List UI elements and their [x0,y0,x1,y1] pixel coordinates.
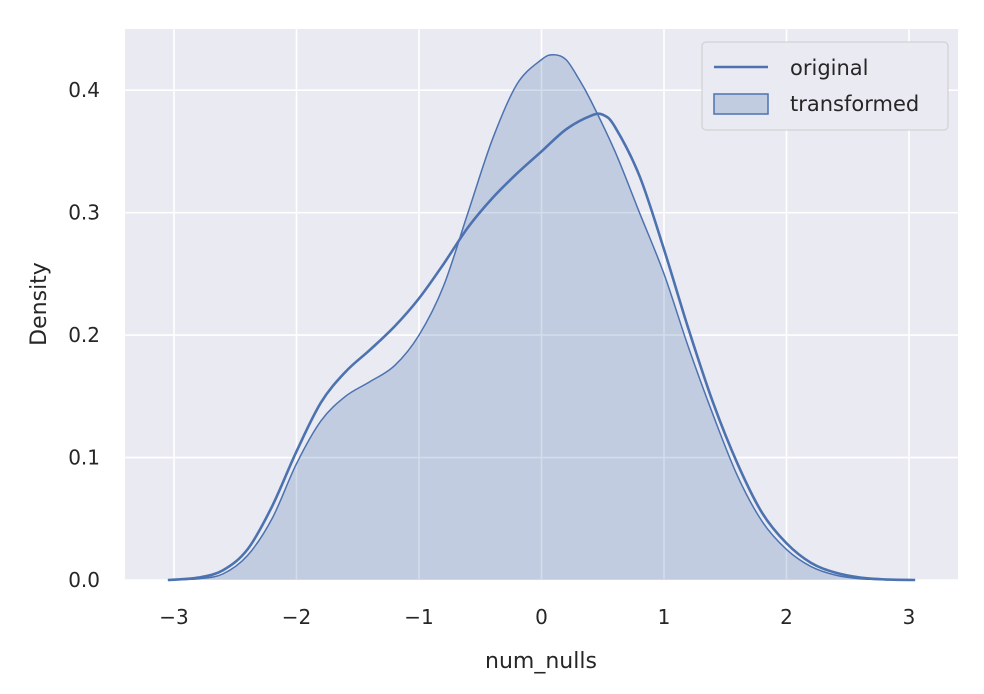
grid-lines [125,29,958,581]
x-tick-label: −1 [404,605,433,629]
series-transformed-outline [167,53,916,581]
x-tick-label: −3 [159,605,188,629]
x-tick-label: 3 [903,605,916,629]
y-tick-label: 0.3 [68,201,100,225]
y-axis-title: Density [27,262,52,346]
legend-transformed-swatch [713,93,769,115]
legend-frame [701,41,949,131]
y-tick-label: 0.4 [68,78,100,102]
axis-ticks: −3 −2 −1 0 1 2 3 0.0 0.1 0.2 0.3 0.4 [68,78,915,629]
series-layer [167,53,916,582]
y-tick-label: 0.0 [68,568,100,592]
legend-original-label: original [790,56,869,80]
x-axis-title: num_nulls [485,649,597,674]
x-tick-label: 0 [535,605,548,629]
legend: original transformed [701,41,949,131]
x-tick-label: −2 [282,605,311,629]
x-tick-label: 2 [780,605,793,629]
legend-transformed-label: transformed [790,92,919,116]
series-original-line [167,112,916,582]
series-transformed-area [167,54,916,580]
y-tick-label: 0.2 [68,323,100,347]
y-tick-label: 0.1 [68,446,100,470]
x-tick-label: 1 [658,605,671,629]
